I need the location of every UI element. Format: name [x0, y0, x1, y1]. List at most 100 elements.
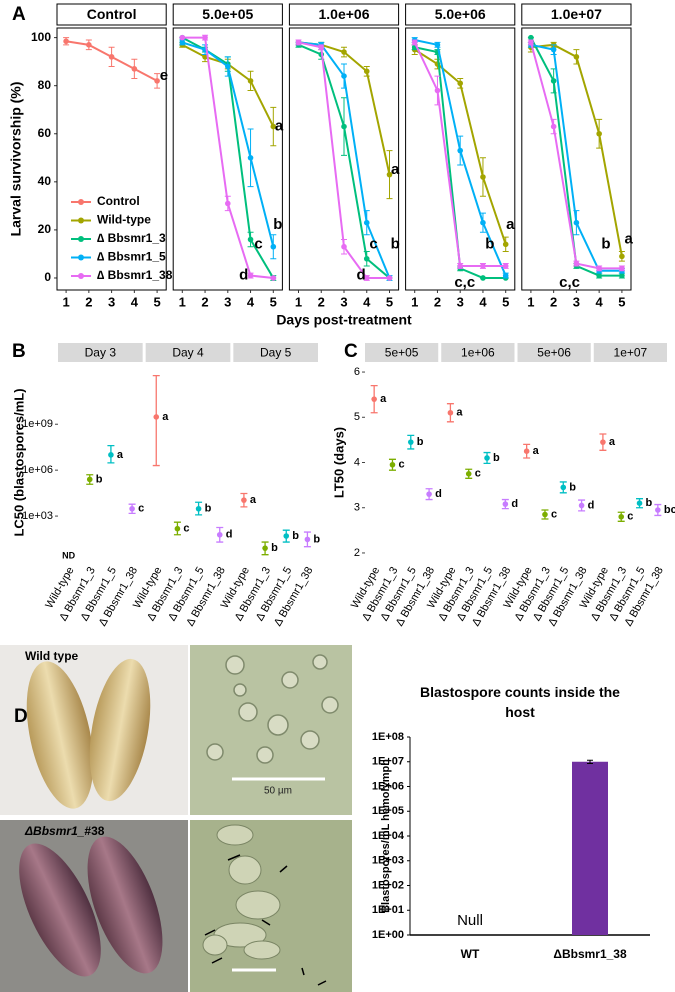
x-tick-label: 4: [131, 294, 139, 309]
facet-strip: [405, 3, 516, 26]
y-axis-title: Blastospores/mL hemolymph: [380, 759, 392, 913]
significance-letter: c: [183, 523, 189, 535]
y-tick-label: 40: [38, 174, 52, 188]
point: [283, 533, 290, 539]
point: [270, 123, 277, 130]
y-axis-title: LC50 (blastospores/mL): [11, 388, 26, 536]
y-tick-label: 1E+03: [372, 855, 404, 867]
point: [131, 66, 138, 72]
plot-panel: [56, 27, 167, 291]
x-tick-label: 1: [295, 294, 302, 309]
legend-label: ∆ Bbsmr1_38: [97, 268, 173, 282]
point: [247, 236, 254, 243]
significance-letter: b: [271, 542, 278, 554]
x-tick-label: 3: [573, 294, 580, 309]
x-tick-label: 2: [434, 294, 441, 309]
point: [596, 130, 602, 137]
facet-title: Day 3: [85, 346, 117, 360]
x-tick-label: 2: [318, 294, 325, 309]
point: [502, 272, 509, 279]
significance-letter: c,c: [559, 274, 580, 291]
legend-label: Control: [97, 194, 140, 208]
significance-letter: a: [380, 393, 387, 405]
y-tick-label: 0: [44, 270, 51, 284]
significance-letter: c,c: [454, 274, 475, 291]
facet-title: 5e+06: [537, 346, 571, 360]
point: [202, 34, 208, 41]
legend-key: [78, 273, 84, 279]
significance-letter: a: [456, 407, 463, 419]
y-axis-title: Larval survivorship (%): [8, 82, 24, 237]
x-tick-label: 2: [85, 294, 92, 309]
point: [550, 123, 557, 130]
point: [573, 219, 580, 226]
hyphal-clusters: [202, 824, 281, 960]
larva: [87, 836, 163, 974]
point: [550, 46, 557, 53]
point: [386, 171, 393, 178]
significance-letter: b: [292, 530, 299, 542]
point: [523, 448, 530, 454]
x-tick-label: 1: [62, 294, 69, 309]
point: [341, 73, 347, 79]
point: [407, 439, 414, 445]
point: [363, 219, 370, 226]
facet-title: 5e+05: [385, 346, 419, 360]
x-tick-label: 2: [550, 294, 557, 309]
point: [636, 500, 643, 507]
y-tick-label: 1E+04: [372, 830, 405, 842]
significance-letter: a: [117, 449, 124, 461]
facet-title: Day 4: [172, 346, 204, 360]
significance-letter: b: [569, 481, 576, 493]
point: [295, 39, 302, 46]
y-tick-label: 6: [354, 366, 360, 378]
photo-panel: 50 µm Wild type ΔBbsmr1_#38 D: [0, 645, 352, 992]
y-tick-label: 5: [354, 411, 360, 423]
point: [86, 42, 92, 48]
significance-letter: d: [226, 529, 233, 541]
point: [153, 414, 160, 420]
point: [480, 174, 486, 180]
y-tick-label: 1E+08: [372, 731, 404, 743]
error-bar: [587, 759, 593, 764]
x-tick-label: 5: [270, 294, 277, 309]
facet-strip: [56, 3, 167, 26]
point: [480, 275, 486, 281]
x-tick-label: 3: [108, 294, 115, 309]
x-tick-label: 4: [596, 294, 604, 309]
y-tick-label: 1E+01: [372, 904, 404, 916]
significance-letter: b: [96, 473, 103, 485]
error-bar: [152, 374, 160, 467]
facet-strip: [521, 3, 632, 26]
significance-letter: bc: [664, 504, 675, 516]
x-tick-label: WT: [461, 947, 480, 961]
significance-letter: b: [601, 235, 610, 252]
significance-letter: b: [493, 452, 500, 464]
y-tick-label: 1E+05: [372, 805, 404, 817]
arrows: [204, 854, 327, 986]
point: [195, 505, 202, 512]
larva: [26, 661, 94, 809]
point: [502, 501, 509, 507]
significance-letter: a: [275, 118, 284, 135]
panel-label: C: [344, 341, 358, 362]
significance-letter: c: [627, 511, 633, 523]
significance-letter: a: [250, 494, 257, 506]
x-tick-label: 4: [247, 294, 255, 309]
point: [241, 497, 247, 503]
y-tick-label: 1E+00: [372, 929, 404, 941]
x-axis-title: Days post-treatment: [276, 312, 412, 328]
y-tick-label: 100: [31, 30, 51, 44]
point: [502, 241, 509, 248]
significance-letter: d: [435, 488, 442, 500]
point: [225, 200, 231, 207]
photo-label: Wild type: [25, 649, 79, 663]
point: [270, 243, 277, 250]
facet-strip: [58, 343, 143, 362]
legend-label: Wild-type: [97, 213, 151, 227]
point: [465, 471, 472, 477]
x-tick-label: 5: [386, 294, 393, 309]
x-tick-label: 1: [411, 294, 418, 309]
significance-letter: d: [356, 267, 365, 284]
point: [247, 78, 254, 84]
